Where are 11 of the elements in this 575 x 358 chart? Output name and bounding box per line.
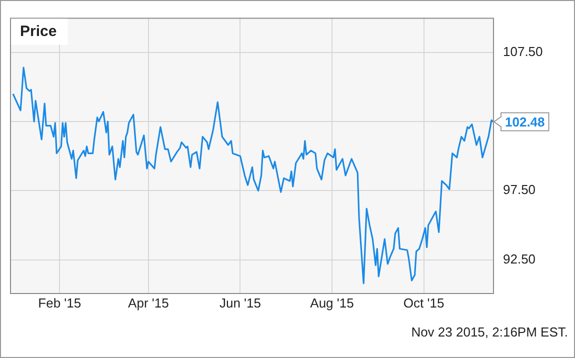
x-tick-label: Oct '15	[403, 295, 444, 310]
x-tick-label: Aug '15	[310, 295, 354, 310]
chart-title: Price	[20, 22, 57, 40]
y-tick-label: 92.50	[503, 251, 536, 266]
x-tick-label: Apr '15	[128, 295, 169, 310]
annotation: 102.48	[505, 114, 545, 130]
x-tick-label: Jun '15	[219, 295, 261, 310]
x-tick-label: Feb '15	[38, 295, 82, 310]
y-tick-label: 107.50	[503, 44, 543, 59]
y-tick-label: 97.50	[503, 182, 536, 198]
text: Nov 23 2015, 2:16PM EST.	[411, 324, 568, 340]
